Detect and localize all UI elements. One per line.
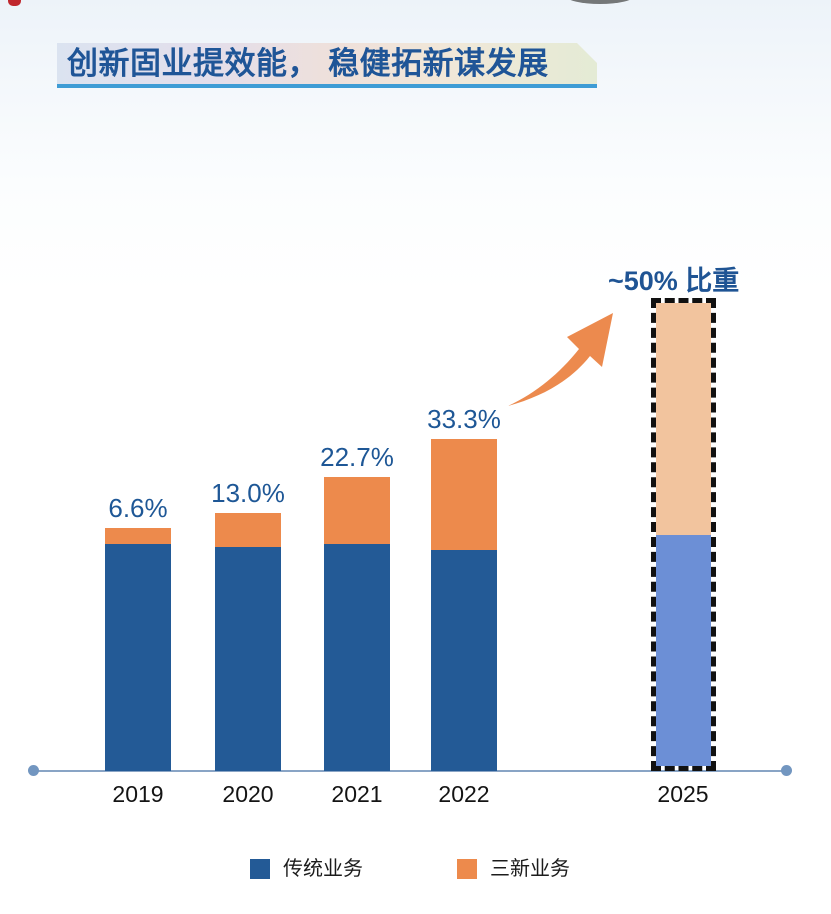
x-tick-label-2020: 2020 — [222, 781, 274, 807]
growth-arrow-icon — [508, 313, 613, 406]
bar-2019 — [105, 528, 171, 771]
segment-new-business-2020 — [215, 513, 281, 547]
segment-new-business-2019 — [105, 528, 171, 544]
x-axis-line — [34, 770, 786, 772]
title-banner: 创新固业提效能， 稳健拓新谋发展 — [57, 43, 597, 88]
legend-item-new: 三新业务 — [457, 858, 570, 880]
legend-label-traditional: 传统业务 — [283, 858, 363, 880]
legend-label-new: 三新业务 — [490, 858, 570, 880]
value-label-2021: 22.7% — [320, 442, 394, 472]
legend-swatch-new — [457, 859, 477, 879]
page-title: 创新固业提效能， 稳健拓新谋发展 — [67, 46, 549, 81]
axis-right-endpoint-dot — [781, 765, 792, 776]
x-tick-label-2019: 2019 — [112, 781, 164, 807]
segment-traditional-business-2019 — [105, 544, 171, 771]
bar-2022 — [431, 439, 497, 771]
segment-traditional-business-2022 — [431, 550, 497, 771]
projection-annotation: ~50% 比重 — [608, 266, 740, 296]
top-left-red-fragment — [8, 0, 21, 6]
value-label-2019: 6.6% — [108, 493, 168, 523]
segment-traditional-business-2025 — [655, 535, 711, 766]
top-center-logo-fragment — [566, 0, 634, 4]
segment-new-business-2025 — [655, 303, 711, 535]
value-label-2020: 13.0% — [211, 478, 285, 508]
bar-2021 — [324, 477, 390, 771]
segment-new-business-2021 — [324, 477, 390, 544]
segment-traditional-business-2020 — [215, 547, 281, 771]
x-tick-label-2025: 2025 — [657, 781, 709, 807]
x-tick-label-2022: 2022 — [438, 781, 490, 807]
segment-traditional-business-2021 — [324, 544, 390, 771]
legend-swatch-traditional — [250, 859, 270, 879]
segment-new-business-2022 — [431, 439, 497, 550]
bar-2020 — [215, 513, 281, 771]
legend-item-traditional: 传统业务 — [250, 858, 363, 880]
bar-2025 — [650, 298, 716, 771]
x-tick-label-2021: 2021 — [331, 781, 383, 807]
value-label-2022: 33.3% — [427, 404, 501, 434]
growth-arrow-path — [508, 313, 613, 406]
axis-left-endpoint-dot — [28, 765, 39, 776]
